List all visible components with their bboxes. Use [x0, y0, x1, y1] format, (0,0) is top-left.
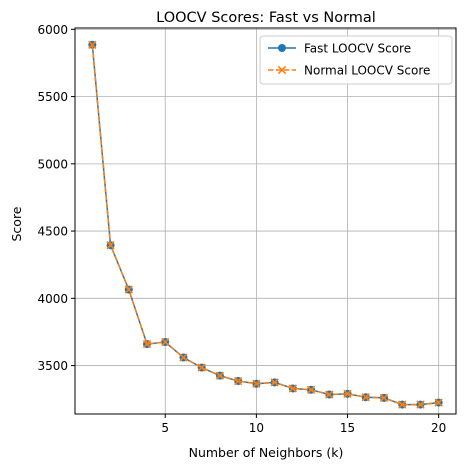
data-point [106, 241, 115, 250]
legend-entry: Normal LOOCV Score [268, 64, 430, 78]
y-tick-label: 4000 [37, 292, 68, 306]
data-point [325, 390, 334, 399]
chart-title: LOOCV Scores: Fast vs Normal [156, 10, 376, 26]
data-point [379, 393, 389, 403]
series-normal [88, 40, 443, 409]
legend-box [259, 35, 453, 85]
series-line [91, 44, 439, 406]
y-tick-label: 3500 [37, 359, 68, 373]
data-point [215, 371, 225, 380]
x-axis-label: Number of Neighbors (k) [189, 445, 344, 460]
data-point [252, 379, 261, 388]
y-axis-label: Score [9, 206, 24, 241]
data-point [361, 393, 370, 402]
data-point [179, 353, 188, 362]
data-point [288, 384, 298, 393]
y-tick-label: 5500 [37, 90, 68, 104]
data-point [142, 339, 152, 349]
data-point [270, 378, 279, 387]
y-tick-label: 4500 [37, 225, 68, 239]
legend: Fast LOOCV Score Normal LOOCV Score [259, 35, 453, 85]
x-tick-label: 10 [249, 421, 264, 435]
data-point [161, 337, 170, 347]
data-point [197, 363, 206, 372]
axis-ticks: 5 10 15 20 3500 4000 4500 5000 5500 6000 [37, 23, 446, 435]
data-point [88, 40, 97, 49]
data-point [343, 389, 352, 398]
y-tick-label: 6000 [37, 23, 68, 37]
grid [75, 28, 456, 414]
x-tick-label: 20 [431, 421, 446, 435]
legend-marker [278, 44, 286, 52]
series-layer [88, 40, 443, 409]
data-point [398, 400, 407, 409]
data-point [434, 398, 443, 407]
legend-label: Normal LOOCV Score [304, 64, 430, 78]
x-tick-label: 5 [161, 421, 169, 435]
plot-frame [74, 27, 457, 415]
data-point [124, 285, 133, 294]
data-point [416, 400, 425, 409]
x-tick-label: 15 [340, 421, 355, 435]
legend-entry: Fast LOOCV Score [268, 42, 411, 56]
data-point [233, 376, 243, 386]
legend-label: Fast LOOCV Score [304, 42, 411, 56]
y-tick-label: 5000 [37, 157, 68, 171]
legend-marker [277, 65, 287, 75]
data-point [306, 385, 316, 394]
